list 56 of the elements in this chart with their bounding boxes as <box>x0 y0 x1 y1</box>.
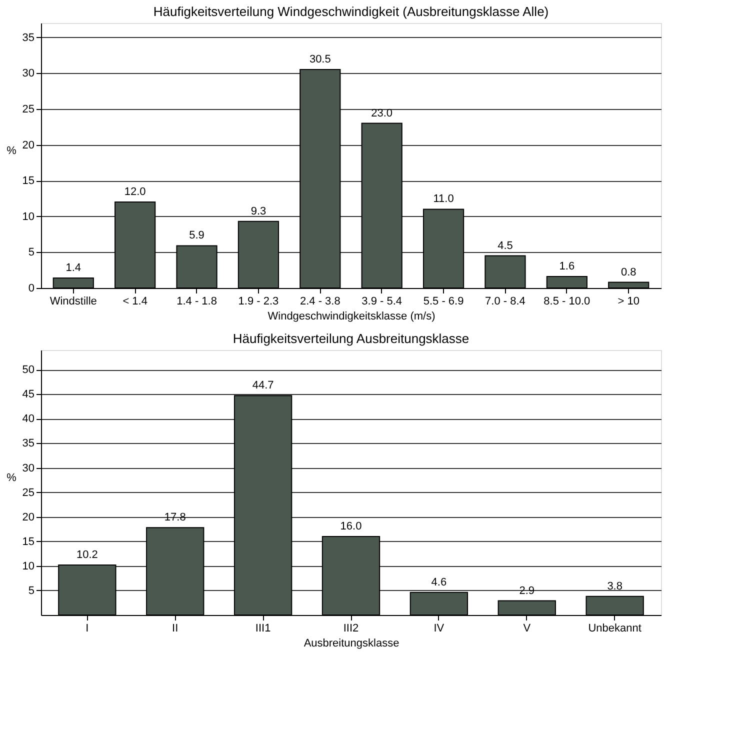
data-label: 3.8 <box>607 580 622 592</box>
x-tick-label: II <box>172 622 178 634</box>
y-tick-label: 30 <box>22 68 34 80</box>
data-label: 10.2 <box>76 548 98 561</box>
x-tick-label: Unbekannt <box>588 622 642 634</box>
chart-title: Häufigkeitsverteilung Ausbreitungsklasse <box>232 331 470 346</box>
y-tick-label: 25 <box>22 103 34 116</box>
x-tick-label: 8.5 - 10.0 <box>544 296 590 308</box>
y-tick-label: 10 <box>22 560 34 572</box>
x-tick-label: > 10 <box>618 296 640 308</box>
data-label: 16.0 <box>340 520 362 532</box>
data-label: 4.6 <box>431 576 447 588</box>
data-label: 23.0 <box>371 107 393 120</box>
y-tick-label: 15 <box>22 175 34 188</box>
data-label: 4.5 <box>498 240 513 252</box>
data-label: 12.0 <box>124 186 146 198</box>
x-tick-label: < 1.4 <box>122 296 148 308</box>
x-tick-label: 3.9 - 5.4 <box>362 296 402 308</box>
x-tick-label: 1.9 - 2.3 <box>238 296 279 308</box>
data-label: 5.9 <box>189 230 204 242</box>
data-label: 9.3 <box>250 205 266 218</box>
x-axis-title: Windgeschwindigkeitsklasse (m/s) <box>268 310 436 322</box>
x-tick-label: I <box>86 622 89 634</box>
y-tick-label: 35 <box>22 32 34 44</box>
y-tick-label: 50 <box>22 364 34 376</box>
chart-title: Häufigkeitsverteilung Windgeschwindigkeit (Ausbreitungsklasse Alle) <box>153 4 549 19</box>
y-tick-label: 20 <box>22 511 34 524</box>
y-tick-label: 15 <box>22 536 34 548</box>
x-tick-label: III1 <box>255 622 271 634</box>
y-tick-label: 20 <box>22 139 34 152</box>
y-tick-label: 25 <box>22 486 34 499</box>
x-tick-label: Windstille <box>50 296 97 308</box>
y-tick-label: 35 <box>22 438 34 450</box>
x-tick-label: 2.4 - 3.8 <box>300 296 340 308</box>
x-tick-label: 5.5 - 6.9 <box>423 296 464 308</box>
x-tick-label: 7.0 - 8.4 <box>485 296 526 308</box>
data-label: 11.0 <box>433 193 454 206</box>
x-tick-label: V <box>523 622 532 634</box>
y-axis-title: % <box>6 145 17 157</box>
y-tick-label: 10 <box>22 210 34 223</box>
y-tick-label: 30 <box>22 462 34 474</box>
data-label: 30.5 <box>309 54 331 66</box>
y-tick-label: 40 <box>22 413 34 426</box>
y-tick-label: 45 <box>22 388 34 401</box>
data-label: 0.8 <box>620 266 636 278</box>
data-label: 1.6 <box>559 260 575 273</box>
data-label: 44.7 <box>252 380 274 392</box>
x-axis-title: Ausbreitungsklasse <box>304 638 400 650</box>
y-tick-label: 5 <box>28 584 34 597</box>
data-label: 1.4 <box>66 262 82 274</box>
y-axis-title: % <box>6 472 17 484</box>
x-tick-label: IV <box>434 622 445 634</box>
y-tick-label: 0 <box>28 282 34 294</box>
x-tick-label: 1.4 - 1.8 <box>176 296 217 308</box>
x-tick-label: III2 <box>343 622 359 634</box>
y-tick-label: 5 <box>28 246 34 259</box>
